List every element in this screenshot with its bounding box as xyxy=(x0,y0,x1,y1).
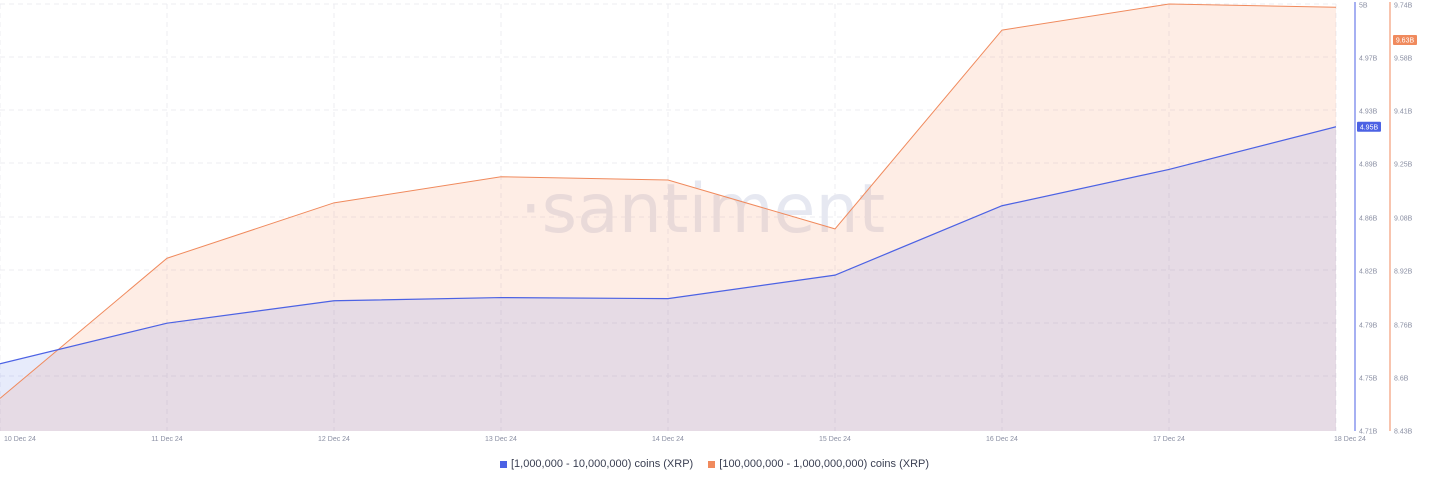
series-1-line xyxy=(0,126,1337,365)
series-2-line xyxy=(0,3,1337,399)
current-value-badges: 4.95B 9.63B xyxy=(1357,35,1417,132)
series-2-area xyxy=(0,4,1336,431)
y-axis-left-labels: 4.71B 4.75B 4.79B 4.82B 4.86B 4.89B 4.93B 4.97B… xyxy=(1359,3,1378,436)
x-axis-labels: 10 Dec 24 11 Dec 24 12 Dec 24 13 Dec 24 14 D… xyxy=(4,436,1366,443)
x-tick-label-6: 16 Dec 24 xyxy=(986,436,1018,443)
y-left-tick-label-0: 4.71B xyxy=(1359,429,1378,436)
y-left-tick-label-2: 4.79B xyxy=(1359,323,1378,330)
y-left-tick-label-7: 4.97B xyxy=(1359,56,1378,63)
y-left-tick-label-8: 5B xyxy=(1359,3,1368,10)
chart-axes xyxy=(1354,2,1391,431)
x-tick-label-4: 14 Dec 24 xyxy=(652,436,684,443)
current-value-left: 4.95B xyxy=(1360,124,1379,131)
y-left-tick-label-5: 4.89B xyxy=(1359,162,1378,169)
x-tick-label-3: 13 Dec 24 xyxy=(485,436,517,443)
x-tick-label-1: 11 Dec 24 xyxy=(151,436,182,443)
y-right-tick-label-6: 9.41B xyxy=(1394,109,1413,116)
y-right-tick-label-4: 9.08B xyxy=(1394,216,1413,223)
x-tick-label-5: 15 Dec 24 xyxy=(819,436,851,443)
current-value-badge-left xyxy=(1357,121,1381,132)
legend-swatch-series-2 xyxy=(708,460,716,468)
x-tick-label-7: 17 Dec 24 xyxy=(1153,436,1185,443)
x-tick-label-8: 18 Dec 24 xyxy=(1334,436,1366,443)
y-right-tick-label-8: 9.74B xyxy=(1394,3,1413,10)
y-right-tick-label-1: 8.6B xyxy=(1394,376,1409,383)
chart-gridlines xyxy=(0,3,1337,431)
y-right-tick-label-3: 8.92B xyxy=(1394,269,1413,276)
y-right-tick-label-7: 9.58B xyxy=(1394,56,1413,63)
y-axis-right-labels: 8.43B 8.6B 8.76B 8.92B 9.08B 9.25B 9.41B 9.58B 9… xyxy=(1394,3,1413,436)
y-left-tick-label-3: 4.82B xyxy=(1359,269,1378,276)
legend-label-series-2: [100,000,000 - 1,000,000,000) coins (XRP… xyxy=(719,458,930,470)
legend-label-series-1: [1,000,000 - 10,000,000) coins (XRP) xyxy=(510,458,694,470)
x-tick-label-2: 12 Dec 24 xyxy=(318,436,350,443)
chart-legend: [1,000,000 - 10,000,000) coins (XRP) [10… xyxy=(0,458,1429,471)
current-value-right: 9.63B xyxy=(1396,38,1415,45)
y-left-tick-label-1: 4.75B xyxy=(1359,376,1378,383)
legend-swatch-series-1 xyxy=(499,460,507,468)
santiment-watermark: ·santiment xyxy=(520,170,885,249)
y-left-tick-label-6: 4.93B xyxy=(1359,109,1378,116)
y-right-tick-label-2: 8.76B xyxy=(1394,323,1413,330)
y-right-tick-label-5: 9.25B xyxy=(1394,162,1413,169)
y-left-tick-label-4: 4.86B xyxy=(1359,216,1378,223)
x-tick-label-0: 10 Dec 24 xyxy=(4,436,36,443)
legend-item-series-2[interactable]: [100,000,000 - 1,000,000,000) coins (XRP… xyxy=(708,458,929,470)
chart-areas xyxy=(0,3,1337,431)
current-value-badge-right xyxy=(1393,35,1417,45)
series-1-area xyxy=(0,126,1336,431)
y-right-tick-label-0: 8.43B xyxy=(1394,429,1413,436)
legend-item-series-1[interactable]: [1,000,000 - 10,000,000) coins (XRP) xyxy=(499,458,694,470)
